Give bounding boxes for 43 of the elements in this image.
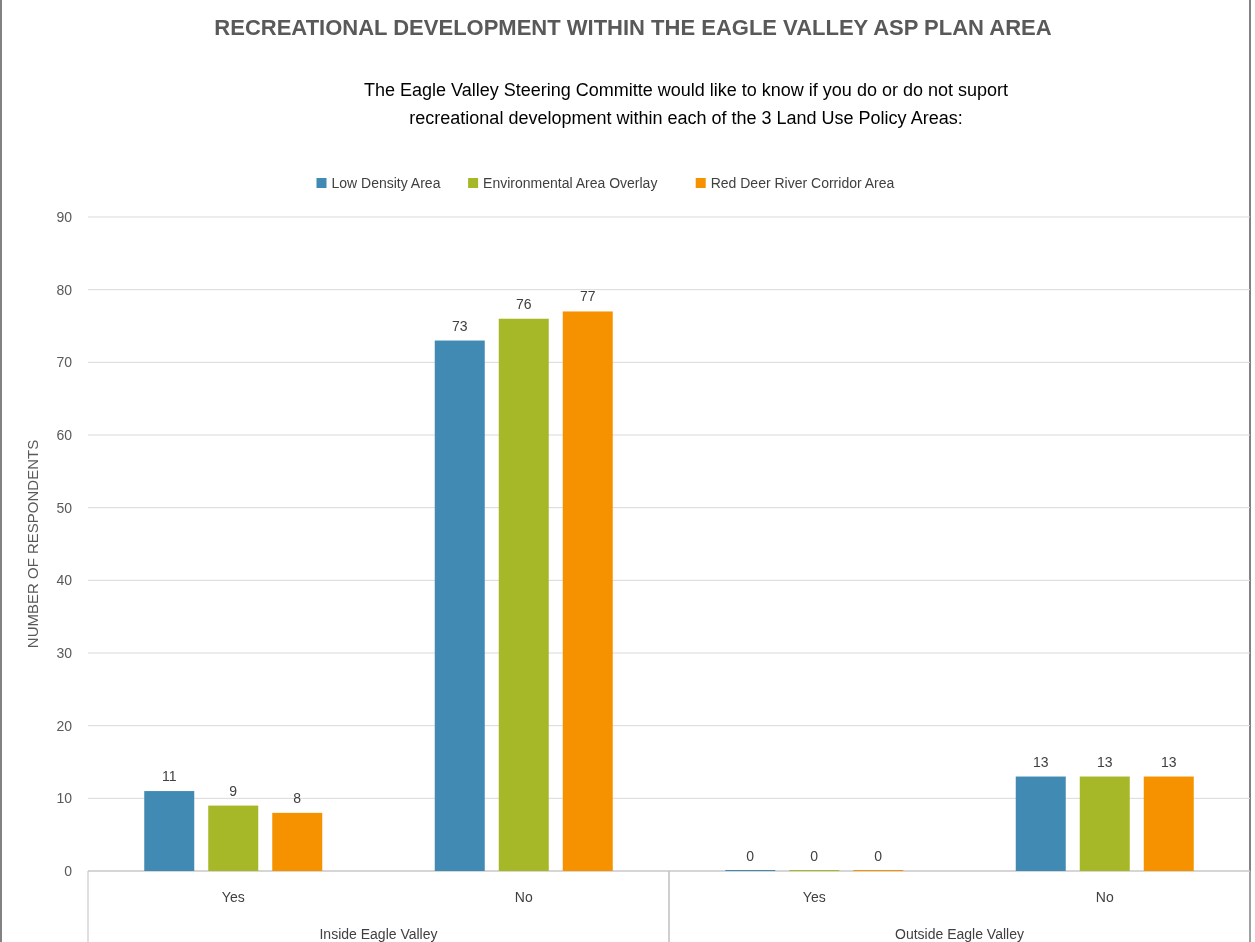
y-tick-label: 70	[56, 354, 73, 371]
data-label: 13	[1160, 753, 1177, 770]
data-label: 73	[451, 317, 468, 334]
data-label: 9	[229, 782, 238, 799]
data-label: 0	[746, 848, 755, 864]
x-tick-label: No	[1095, 889, 1114, 905]
legend-label: Red Deer River Corridor Area	[710, 175, 895, 191]
chart-subtitle: The Eagle Valley Steering Committe would like to know if you do or do not suport recreational development within each of the 3 Land Use Policy Areas:	[363, 80, 1009, 128]
bar	[562, 311, 613, 871]
y-tick-label: 20	[56, 717, 73, 734]
bar	[208, 805, 259, 871]
y-tick-label: 50	[56, 499, 73, 516]
x-tick-label: Yes	[802, 889, 826, 905]
y-tick-label: 40	[56, 572, 73, 589]
text: Outside Eagle Valley	[895, 926, 1024, 942]
bar	[1015, 776, 1066, 871]
bar	[144, 791, 195, 871]
y-tick-label: 80	[56, 281, 73, 298]
y-tick-label: 60	[56, 427, 73, 443]
bar	[434, 340, 485, 871]
x-tick-label: Yes	[221, 889, 245, 905]
y-tick-label: 90	[56, 209, 73, 225]
data-label: 0	[810, 848, 819, 864]
y-tick-label: 30	[56, 645, 73, 661]
bar	[1079, 776, 1130, 871]
chart-title: RECREATIONAL DEVELOPMENT WITHIN THE EAGLE VALLEY ASP PLAN AREA	[214, 15, 1052, 40]
bar	[1143, 776, 1194, 871]
data-label: 76	[515, 295, 532, 312]
legend-label: Low Density Area	[331, 175, 441, 191]
x-tick-label: No	[514, 889, 533, 905]
data-label: 8	[293, 789, 302, 806]
data-label: 77	[579, 288, 596, 305]
y-axis-title: NUMBER OF RESPONDENTS	[24, 439, 41, 649]
bar	[498, 318, 549, 871]
data-label: 13	[1032, 753, 1049, 770]
y-tick-label: 10	[56, 790, 73, 807]
legend-label: Environmental Area Overlay	[483, 175, 658, 191]
data-label: 13	[1096, 753, 1113, 770]
data-label: 11	[161, 768, 177, 785]
data-label: 0	[874, 848, 883, 864]
bar	[272, 812, 323, 871]
y-tick-label: 0	[64, 863, 73, 879]
text: Inside Eagle Valley	[319, 926, 438, 942]
